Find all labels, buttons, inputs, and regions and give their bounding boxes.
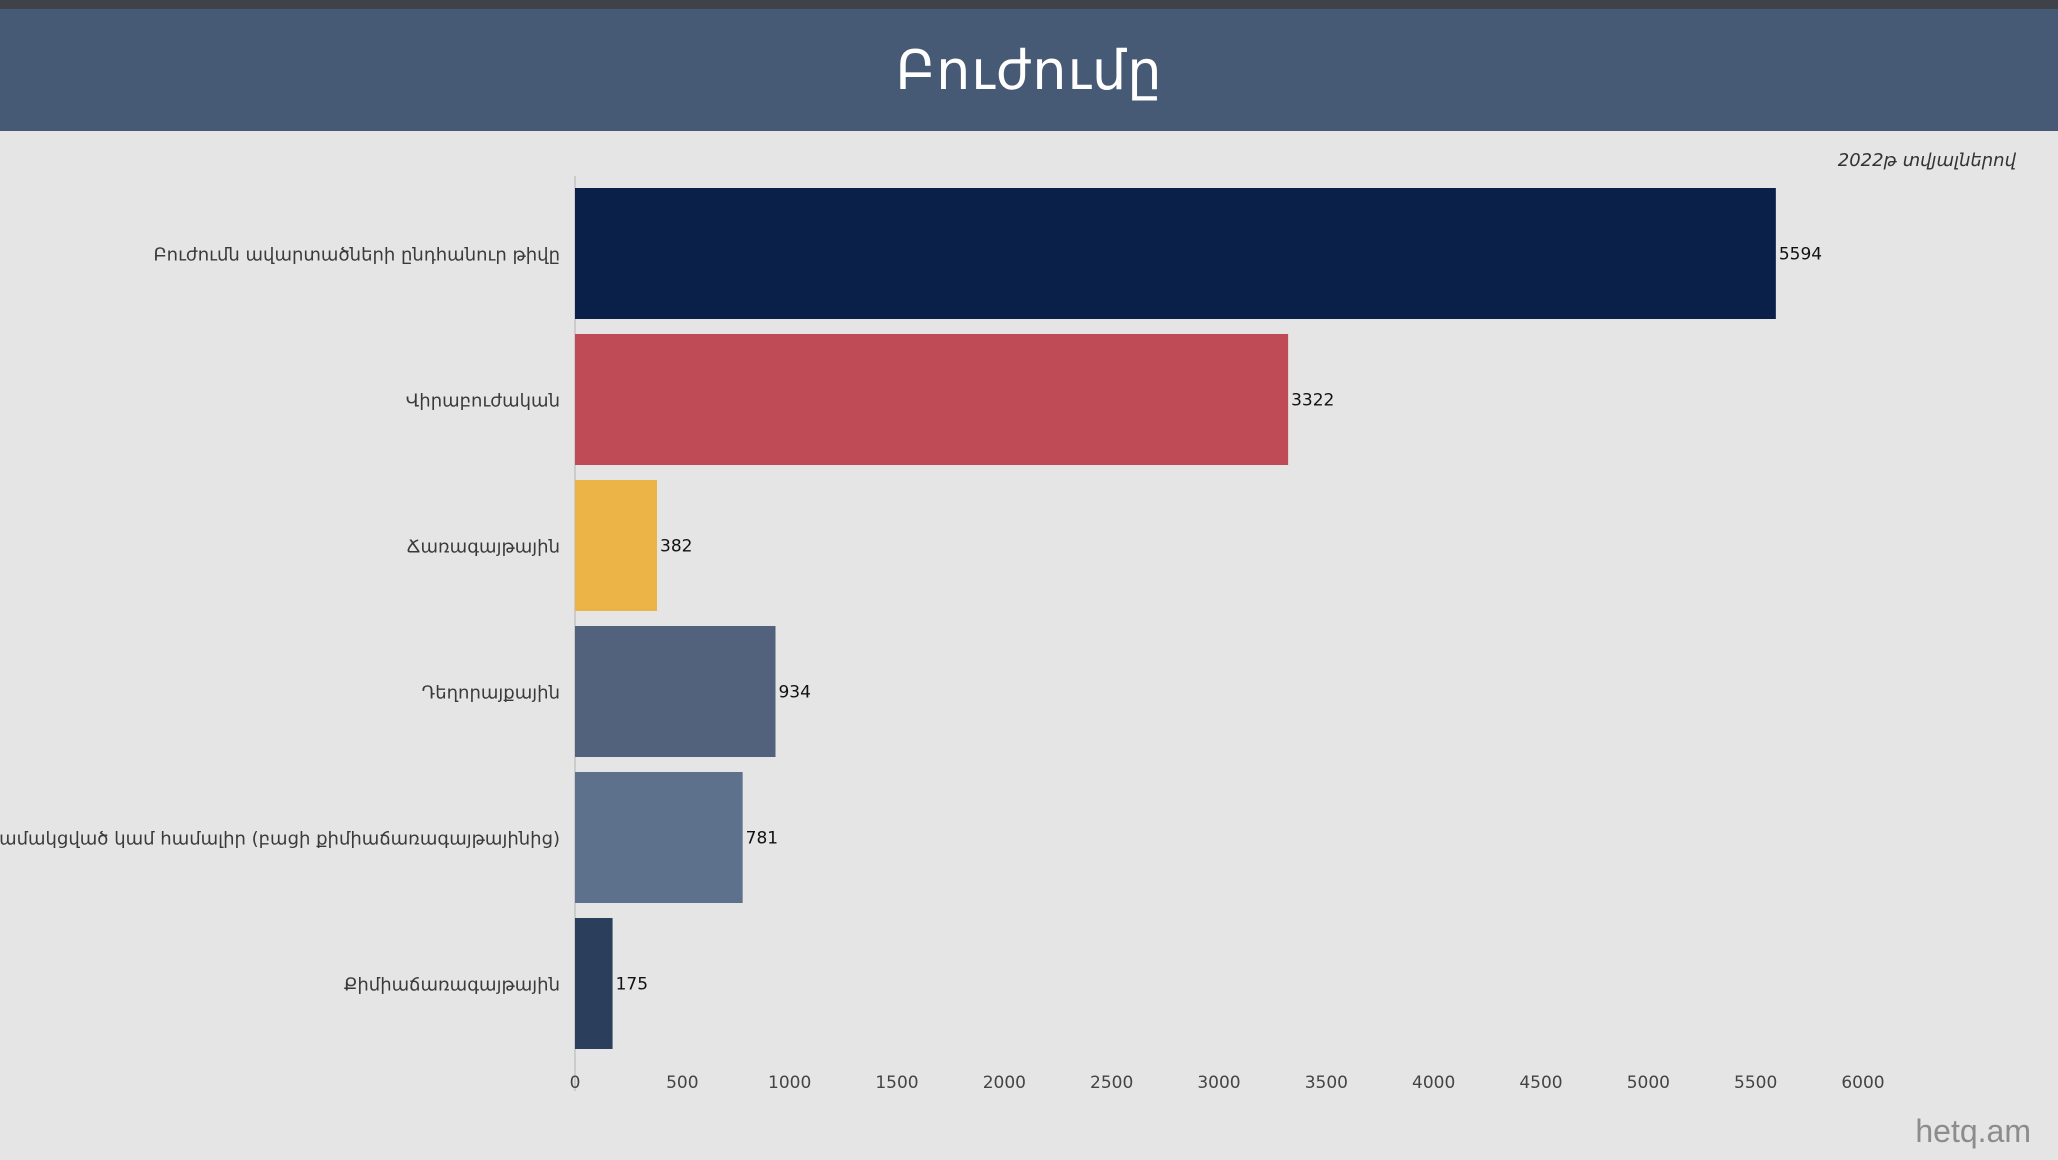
data-label: 5594 xyxy=(1779,245,1822,265)
x-tick-label: 4000 xyxy=(1412,1073,1455,1091)
bar-2 xyxy=(575,334,1289,465)
chart-subtitle: 2022թ տվյալներով xyxy=(1837,150,2016,171)
bar-3 xyxy=(575,480,658,611)
category-label: Բուժումն ավարտածների ընդհանուր թիվը xyxy=(154,245,561,266)
bar-chart: Բուժումն ավարտածների ընդհանուր թիվը 5594 Վ… xyxy=(0,176,1885,1091)
data-label: 3322 xyxy=(1291,391,1334,411)
bar-1 xyxy=(575,188,1776,319)
x-tick-label: 0 xyxy=(570,1073,581,1091)
x-tick-label: 2000 xyxy=(983,1073,1026,1091)
x-tick-label: 6000 xyxy=(1841,1073,1884,1091)
x-tick-label: 3000 xyxy=(1197,1073,1240,1091)
x-tick-label: 3500 xyxy=(1305,1073,1348,1091)
category-label: Ճառագայթային xyxy=(407,537,560,558)
x-tick-label: 2500 xyxy=(1090,1073,1133,1091)
watermark-logo: hetq.am xyxy=(1915,1113,2031,1149)
x-tick-label: 1000 xyxy=(768,1073,811,1091)
category-label: Վիրաբուժական xyxy=(406,391,560,412)
header-bar: Բուժումը xyxy=(0,9,2058,131)
category-label: Դեղորայքային xyxy=(422,683,560,704)
x-tick-label: 1500 xyxy=(875,1073,918,1091)
data-label: 175 xyxy=(616,975,648,995)
x-tick-label: 5500 xyxy=(1734,1073,1777,1091)
category-label: Համակցված կամ համալիր (բացի քիմիաճառագայ… xyxy=(0,829,560,850)
x-tick-label: 4500 xyxy=(1519,1073,1562,1091)
page-title: Բուժումը xyxy=(895,38,1163,102)
bar-4 xyxy=(575,626,776,757)
bar-5 xyxy=(575,772,743,903)
data-label: 382 xyxy=(660,537,692,557)
data-label: 781 xyxy=(746,829,778,849)
top-strip xyxy=(0,0,2058,9)
x-tick-label: 5000 xyxy=(1627,1073,1670,1091)
data-label: 934 xyxy=(778,683,810,703)
x-tick-label: 500 xyxy=(666,1073,698,1091)
category-label: Քիմիաճառագայթային xyxy=(344,975,560,996)
bar-6 xyxy=(575,918,613,1049)
